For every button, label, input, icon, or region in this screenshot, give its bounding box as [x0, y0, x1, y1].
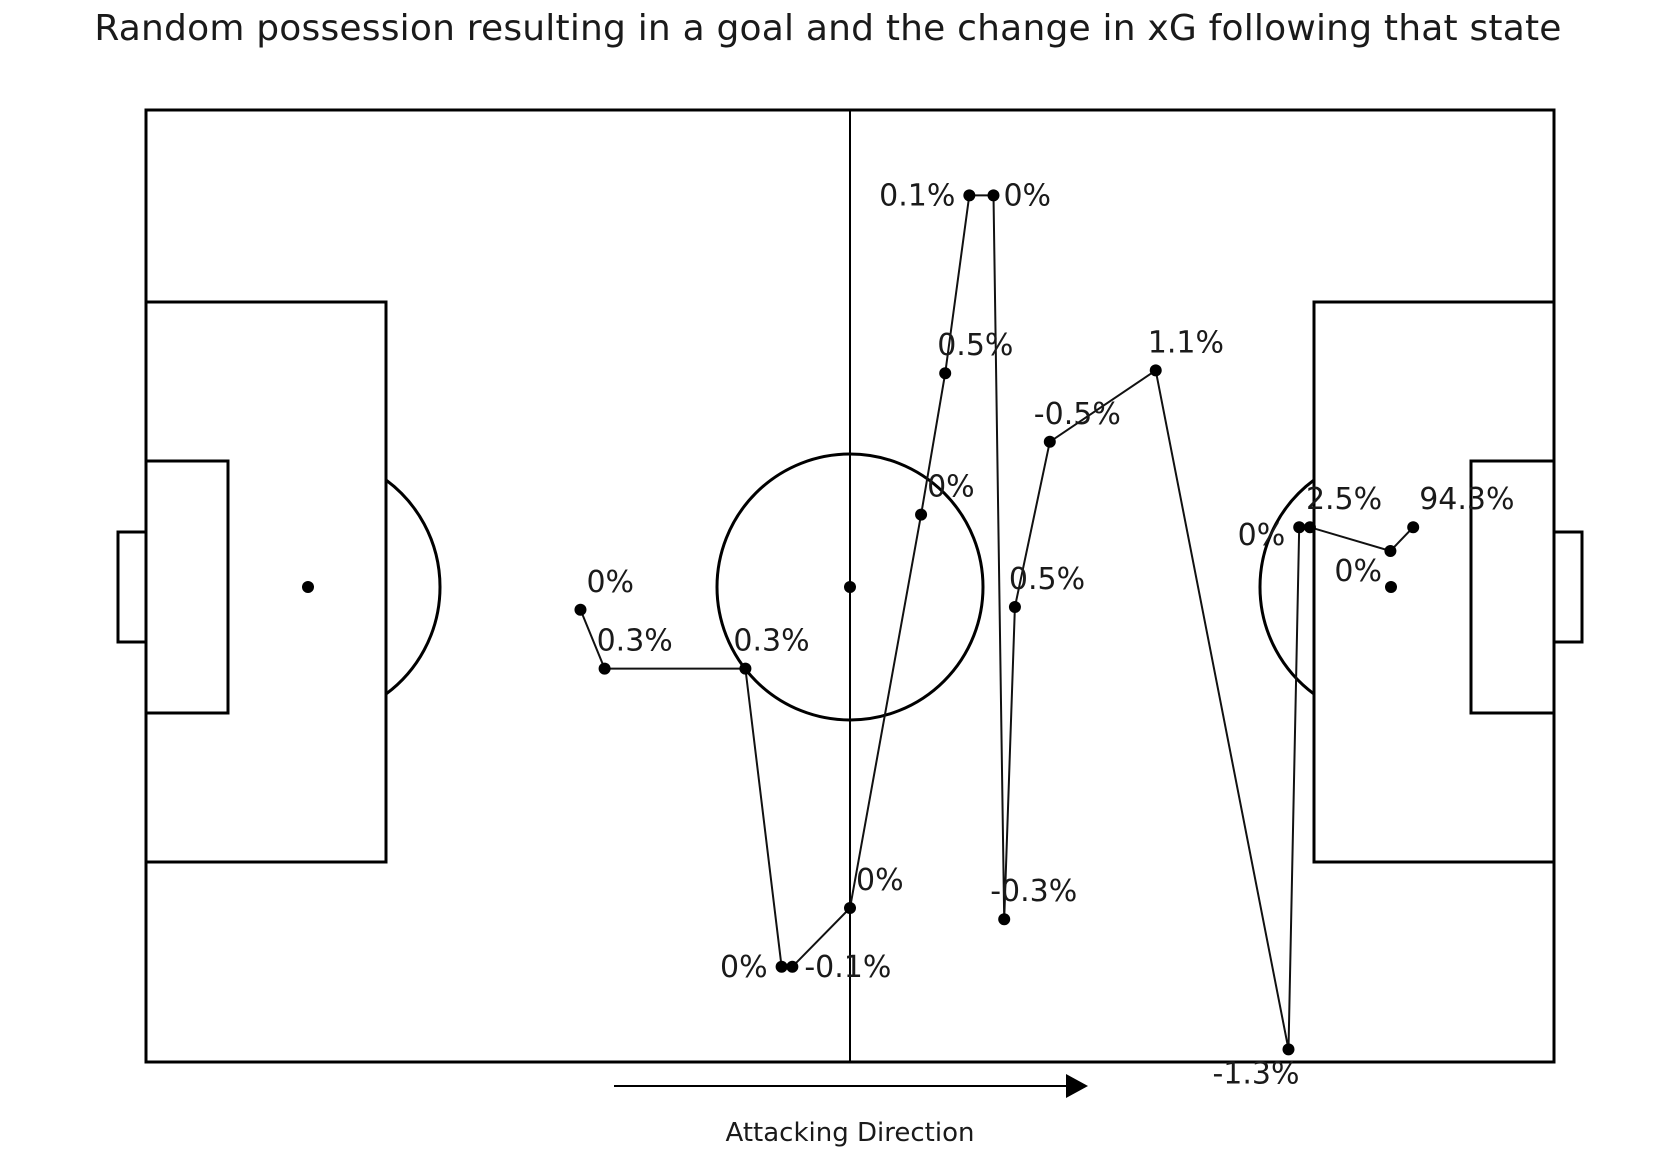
left-goal [116, 530, 148, 644]
possession-point [574, 603, 587, 616]
center-spot [844, 581, 856, 593]
possession-point [1407, 521, 1420, 534]
xg-change-label: 0% [856, 863, 904, 898]
right-goal [1552, 530, 1584, 644]
xg-change-label: 0% [927, 470, 975, 505]
xg-change-label: -0.3% [990, 874, 1077, 909]
xg-change-label: 0% [1334, 554, 1382, 589]
possession-point [1303, 521, 1316, 534]
direction-label: Attacking Direction [726, 1118, 975, 1148]
xg-change-label: 0% [720, 950, 768, 985]
chart-title: Random possession resulting in a goal an… [94, 8, 1562, 49]
possession-point [963, 189, 976, 202]
xg-change-label: 94.3% [1419, 482, 1514, 517]
possession-point [1293, 521, 1306, 534]
xg-change-label: 0.1% [879, 178, 955, 213]
xg-change-label: 0% [1238, 518, 1286, 553]
left-penalty-box [144, 300, 388, 864]
center-circle [715, 452, 985, 722]
xg-change-label: -0.5% [1034, 397, 1121, 432]
possession-point [1149, 364, 1162, 377]
possession-point [1043, 435, 1056, 448]
possession-point [939, 367, 952, 380]
xg-change-labels: 0% 0.3% 0.3% 0% -0.1% 0% 0% 0.5% 0.1% 0% -0.3% 0.5%… [586, 178, 1514, 1091]
possession-point [775, 960, 788, 973]
possession-path-line [579, 194, 1414, 1050]
left-penalty-spot [302, 581, 314, 593]
possession-point [598, 662, 611, 675]
possession-point [1384, 545, 1397, 557]
right-penalty-spot [1385, 581, 1397, 593]
xg-change-label: -0.1% [804, 950, 891, 985]
attacking-direction: Attacking Direction [614, 1074, 1088, 1148]
possession-point [915, 508, 928, 521]
xg-change-label: 0% [586, 565, 634, 600]
xg-change-label: 0.3% [733, 624, 809, 659]
right-penalty-arc [1258, 478, 1315, 696]
possession-point [987, 189, 1000, 202]
xg-change-label: 0% [1003, 178, 1051, 213]
xg-change-label: 2.5% [1306, 482, 1382, 517]
xg-change-label: 0.5% [1009, 562, 1085, 597]
possession-point [998, 913, 1011, 926]
possession-point [1282, 1043, 1295, 1056]
possession-point [1008, 601, 1021, 613]
left-six-yard-box [144, 459, 230, 715]
possession-point [786, 960, 799, 973]
xg-change-label: 1.1% [1148, 325, 1224, 360]
xg-change-label: -1.3% [1212, 1056, 1299, 1091]
possession-points [574, 189, 1420, 1056]
possession-point [844, 902, 856, 914]
xg-change-label: 0.5% [937, 328, 1013, 363]
xg-change-label: 0.3% [597, 624, 673, 659]
direction-arrow-icon [1066, 1074, 1088, 1098]
possession-point [739, 662, 752, 675]
left-penalty-arc [385, 478, 442, 696]
